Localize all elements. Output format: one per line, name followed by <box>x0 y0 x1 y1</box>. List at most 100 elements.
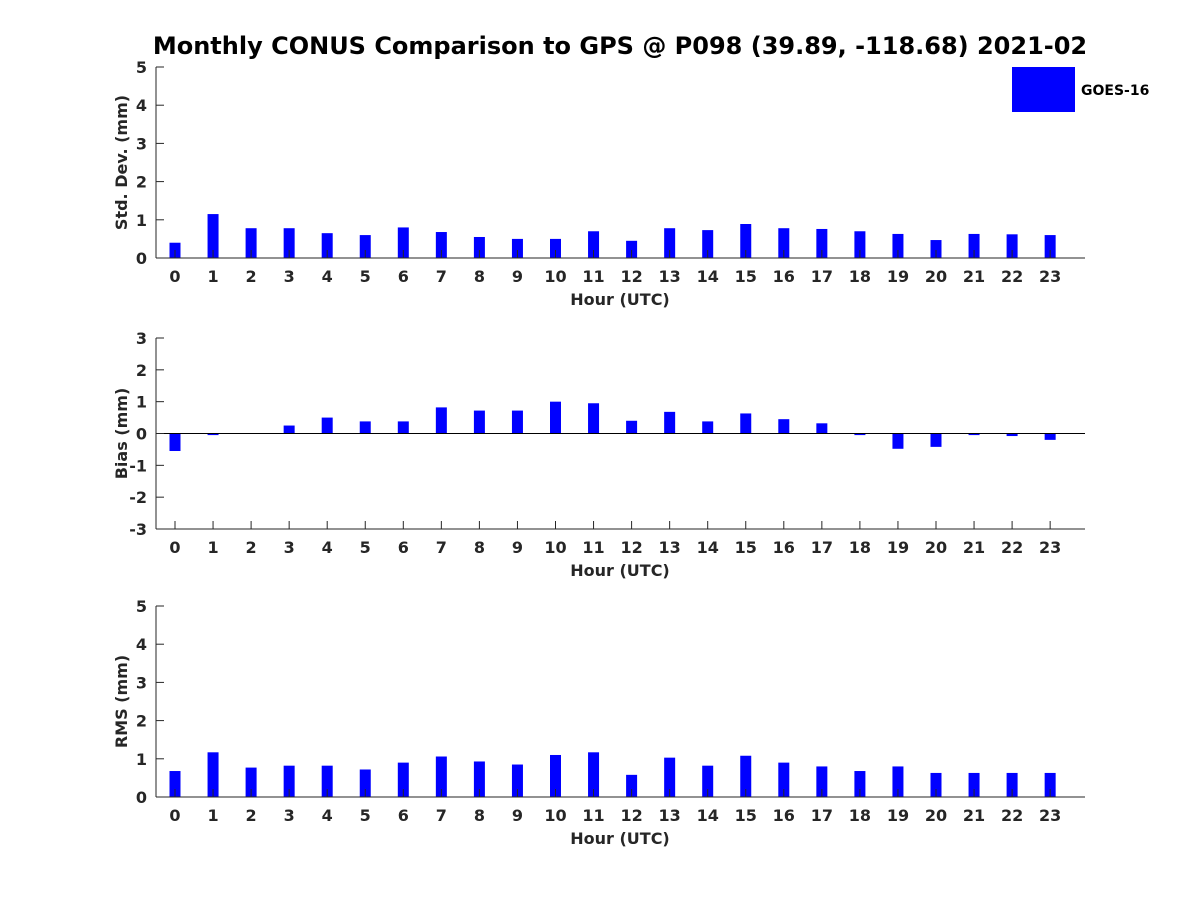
y-tick-label-panel1: 3 <box>136 134 147 153</box>
bar-panel3-hour-7 <box>435 756 447 797</box>
x-tick-label-panel1: 10 <box>544 267 566 286</box>
y-axis-label-panel3: RMS (mm) <box>112 655 131 748</box>
bar-panel2-hour-17 <box>816 423 828 434</box>
bar-panel2-hour-1 <box>207 433 219 436</box>
bar-panel1-hour-12 <box>626 240 638 258</box>
x-tick-label-panel2: 18 <box>849 538 871 557</box>
x-tick-label-panel1: 18 <box>849 267 871 286</box>
bar-panel1-hour-2 <box>245 228 257 258</box>
x-tick-label-panel2: 20 <box>925 538 947 557</box>
x-tick-label-panel1: 20 <box>925 267 947 286</box>
x-tick-label-panel1: 1 <box>207 267 218 286</box>
x-tick-label-panel2: 3 <box>284 538 295 557</box>
x-tick-label-panel1: 23 <box>1039 267 1061 286</box>
x-tick-label-panel2: 5 <box>360 538 371 557</box>
bar-panel1-hour-3 <box>283 228 295 258</box>
x-tick-label-panel2: 23 <box>1039 538 1061 557</box>
bar-panel2-hour-13 <box>664 411 676 434</box>
x-tick-label-panel3: 23 <box>1039 806 1061 825</box>
bar-panel1-hour-18 <box>854 231 866 258</box>
bar-panel2-hour-10 <box>550 401 561 434</box>
bar-panel3-hour-22 <box>1006 772 1018 797</box>
y-tick-label-panel1: 2 <box>136 173 147 192</box>
bar-panel2-hour-4 <box>321 417 333 434</box>
x-tick-label-panel2: 21 <box>963 538 985 557</box>
bar-panel3-hour-23 <box>1044 772 1056 797</box>
bar-panel2-hour-9 <box>511 410 523 434</box>
y-tick-label-panel3: 2 <box>136 712 147 731</box>
bar-panel3-hour-5 <box>359 769 371 797</box>
x-tick-label-panel1: 19 <box>887 267 909 286</box>
x-tick-label-panel3: 20 <box>925 806 947 825</box>
x-tick-label-panel3: 6 <box>398 806 409 825</box>
bar-panel1-hour-23 <box>1044 235 1056 258</box>
y-tick-label-panel2: -1 <box>129 456 147 475</box>
bar-panel1-hour-5 <box>359 235 371 258</box>
x-tick-label-panel3: 14 <box>697 806 719 825</box>
bar-panel3-hour-14 <box>702 765 714 797</box>
legend-label-goes-16: GOES-16 <box>1081 83 1149 99</box>
bar-panel1-hour-9 <box>511 238 523 258</box>
bar-panel1-hour-19 <box>892 233 904 258</box>
y-tick-label-panel3: 0 <box>136 788 147 807</box>
x-tick-label-panel2: 10 <box>544 538 566 557</box>
y-tick-label-panel3: 1 <box>136 750 147 769</box>
bar-panel3-hour-18 <box>854 771 866 797</box>
x-tick-label-panel3: 0 <box>169 806 180 825</box>
bar-panel3-hour-0 <box>169 771 181 797</box>
x-tick-label-panel3: 8 <box>474 806 485 825</box>
bar-panel1-hour-20 <box>930 240 942 258</box>
y-tick-label-panel3: 5 <box>136 597 147 616</box>
x-tick-label-panel3: 22 <box>1001 806 1023 825</box>
bar-panel1-hour-1 <box>207 214 219 258</box>
bar-panel1-hour-10 <box>550 238 561 258</box>
y-axis-label-panel1: Std. Dev. (mm) <box>112 95 131 230</box>
x-tick-label-panel3: 19 <box>887 806 909 825</box>
bar-panel3-hour-21 <box>968 772 980 797</box>
x-tick-label-panel2: 8 <box>474 538 485 557</box>
x-axis-label-panel3: Hour (UTC) <box>570 829 670 848</box>
y-tick-label-panel2: 1 <box>136 393 147 412</box>
x-tick-label-panel3: 15 <box>735 806 757 825</box>
y-tick-label-panel2: -2 <box>129 488 147 507</box>
x-axis-label-panel1: Hour (UTC) <box>570 290 670 309</box>
x-tick-label-panel2: 6 <box>398 538 409 557</box>
bar-panel2-hour-3 <box>283 425 295 434</box>
x-tick-label-panel3: 4 <box>322 806 333 825</box>
x-tick-label-panel1: 2 <box>246 267 257 286</box>
x-tick-label-panel1: 14 <box>697 267 719 286</box>
bar-panel1-hour-13 <box>664 228 676 258</box>
x-tick-label-panel1: 21 <box>963 267 985 286</box>
x-tick-label-panel3: 21 <box>963 806 985 825</box>
bar-panel1-hour-6 <box>397 227 409 258</box>
x-tick-label-panel1: 17 <box>811 267 833 286</box>
bar-panel3-hour-4 <box>321 765 333 797</box>
x-tick-label-panel1: 4 <box>322 267 333 286</box>
x-tick-label-panel2: 4 <box>322 538 333 557</box>
bar-panel3-hour-9 <box>511 764 523 797</box>
y-tick-label-panel1: 1 <box>136 211 147 230</box>
bar-panel3-hour-8 <box>473 761 485 797</box>
x-tick-label-panel1: 22 <box>1001 267 1023 286</box>
x-tick-label-panel2: 2 <box>246 538 257 557</box>
x-tick-label-panel3: 2 <box>246 806 257 825</box>
x-tick-label-panel1: 13 <box>659 267 681 286</box>
bar-panel2-hour-21 <box>968 433 980 436</box>
y-tick-label-panel2: 0 <box>136 425 147 444</box>
bar-panel1-hour-11 <box>588 231 600 258</box>
x-tick-label-panel2: 14 <box>697 538 719 557</box>
x-tick-label-panel3: 17 <box>811 806 833 825</box>
y-tick-label-panel3: 4 <box>136 635 147 654</box>
chart-title: Monthly CONUS Comparison to GPS @ P098 (… <box>153 32 1087 60</box>
x-tick-label-panel1: 3 <box>284 267 295 286</box>
x-tick-label-panel1: 11 <box>582 267 604 286</box>
bar-panel2-hour-12 <box>626 420 638 434</box>
x-tick-label-panel1: 16 <box>773 267 795 286</box>
x-axis-label-panel2: Hour (UTC) <box>570 561 670 580</box>
x-tick-label-panel2: 0 <box>169 538 180 557</box>
y-tick-label-panel1: 5 <box>136 58 147 77</box>
x-tick-label-panel2: 13 <box>659 538 681 557</box>
x-tick-label-panel3: 18 <box>849 806 871 825</box>
